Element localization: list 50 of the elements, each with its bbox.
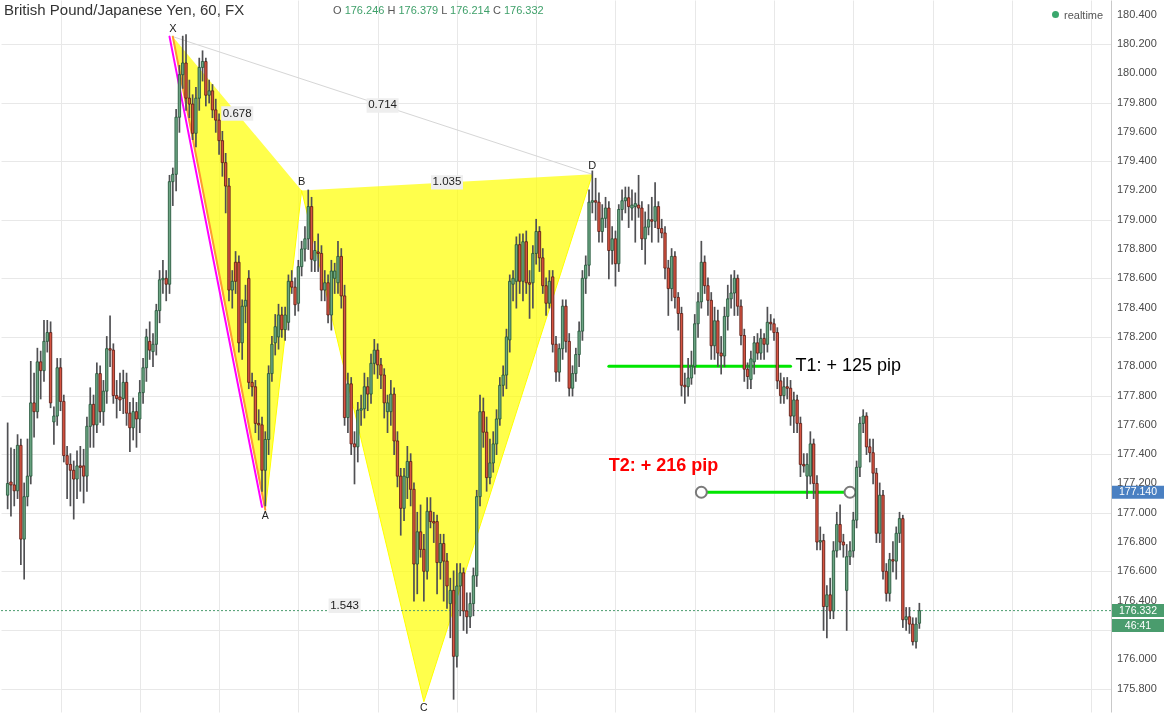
candlestick <box>762 333 766 360</box>
data-label: D <box>588 159 597 172</box>
data-label: X <box>169 21 178 34</box>
y-tick-label: 178.000 <box>1117 359 1157 372</box>
candlestick <box>121 369 125 414</box>
y-tick-label: 180.000 <box>1117 66 1157 79</box>
y-tick-label: 178.200 <box>1117 329 1157 342</box>
annotation: 1.035 <box>432 175 462 188</box>
y-tick-label: 179.200 <box>1117 183 1157 196</box>
annotation: realtime <box>1063 9 1104 21</box>
y-tick-label: 179.800 <box>1117 95 1157 108</box>
y-tick-label: 178.400 <box>1117 300 1157 313</box>
candlestick <box>82 448 86 504</box>
y-tick-label: 177.400 <box>1117 447 1157 460</box>
candlestick <box>792 391 796 434</box>
candlestick <box>755 333 760 360</box>
y-tick-label: 175.800 <box>1117 681 1157 694</box>
candlestick <box>627 186 631 228</box>
y-tick-label: 177.800 <box>1117 388 1157 401</box>
y-tick-label: 177.000 <box>1117 505 1157 518</box>
candlestick <box>134 402 139 448</box>
y-tick-label: 176.600 <box>1117 564 1157 577</box>
annotation: 1.543 <box>330 598 359 611</box>
data-label: A <box>261 508 269 521</box>
series-label: T1: + 125 pip <box>795 355 902 376</box>
chart-title: British Pound/Japanese Yen, 60, FX <box>4 1 245 18</box>
y-tick-label: 176.000 <box>1117 652 1157 665</box>
candlestick <box>782 377 786 404</box>
y-tick-label: 180.200 <box>1117 36 1157 49</box>
ref-line-label: 176.332 <box>1119 603 1158 616</box>
chart-subtitle: O 176.246 H 176.379 L 176.214 C 176.332 <box>333 4 544 16</box>
candlestick <box>732 270 736 316</box>
y-tick-label: 179.000 <box>1117 212 1157 225</box>
y-tick-label: 178.800 <box>1117 242 1157 255</box>
y-tick-label: 179.400 <box>1117 154 1157 167</box>
annotation: 0.678 <box>222 106 252 119</box>
data-label: B <box>297 175 306 188</box>
candlestick <box>91 394 96 448</box>
candlestick <box>280 306 284 338</box>
y-tick-label: 180.400 <box>1117 7 1157 20</box>
y-tick-label: 179.600 <box>1117 124 1157 137</box>
text: 46:41 <box>1124 618 1152 631</box>
y-tick-label: 176.800 <box>1117 535 1157 548</box>
annotation: 0.714 <box>368 98 398 111</box>
y-tick-label: 177.600 <box>1117 417 1157 430</box>
y-tick-label: 178.600 <box>1117 271 1157 284</box>
data-label: C <box>420 700 429 713</box>
y-tick-label: 176.400 <box>1117 593 1157 606</box>
candlestick <box>759 328 763 360</box>
series-label: T2: + 216 pip <box>608 455 719 476</box>
